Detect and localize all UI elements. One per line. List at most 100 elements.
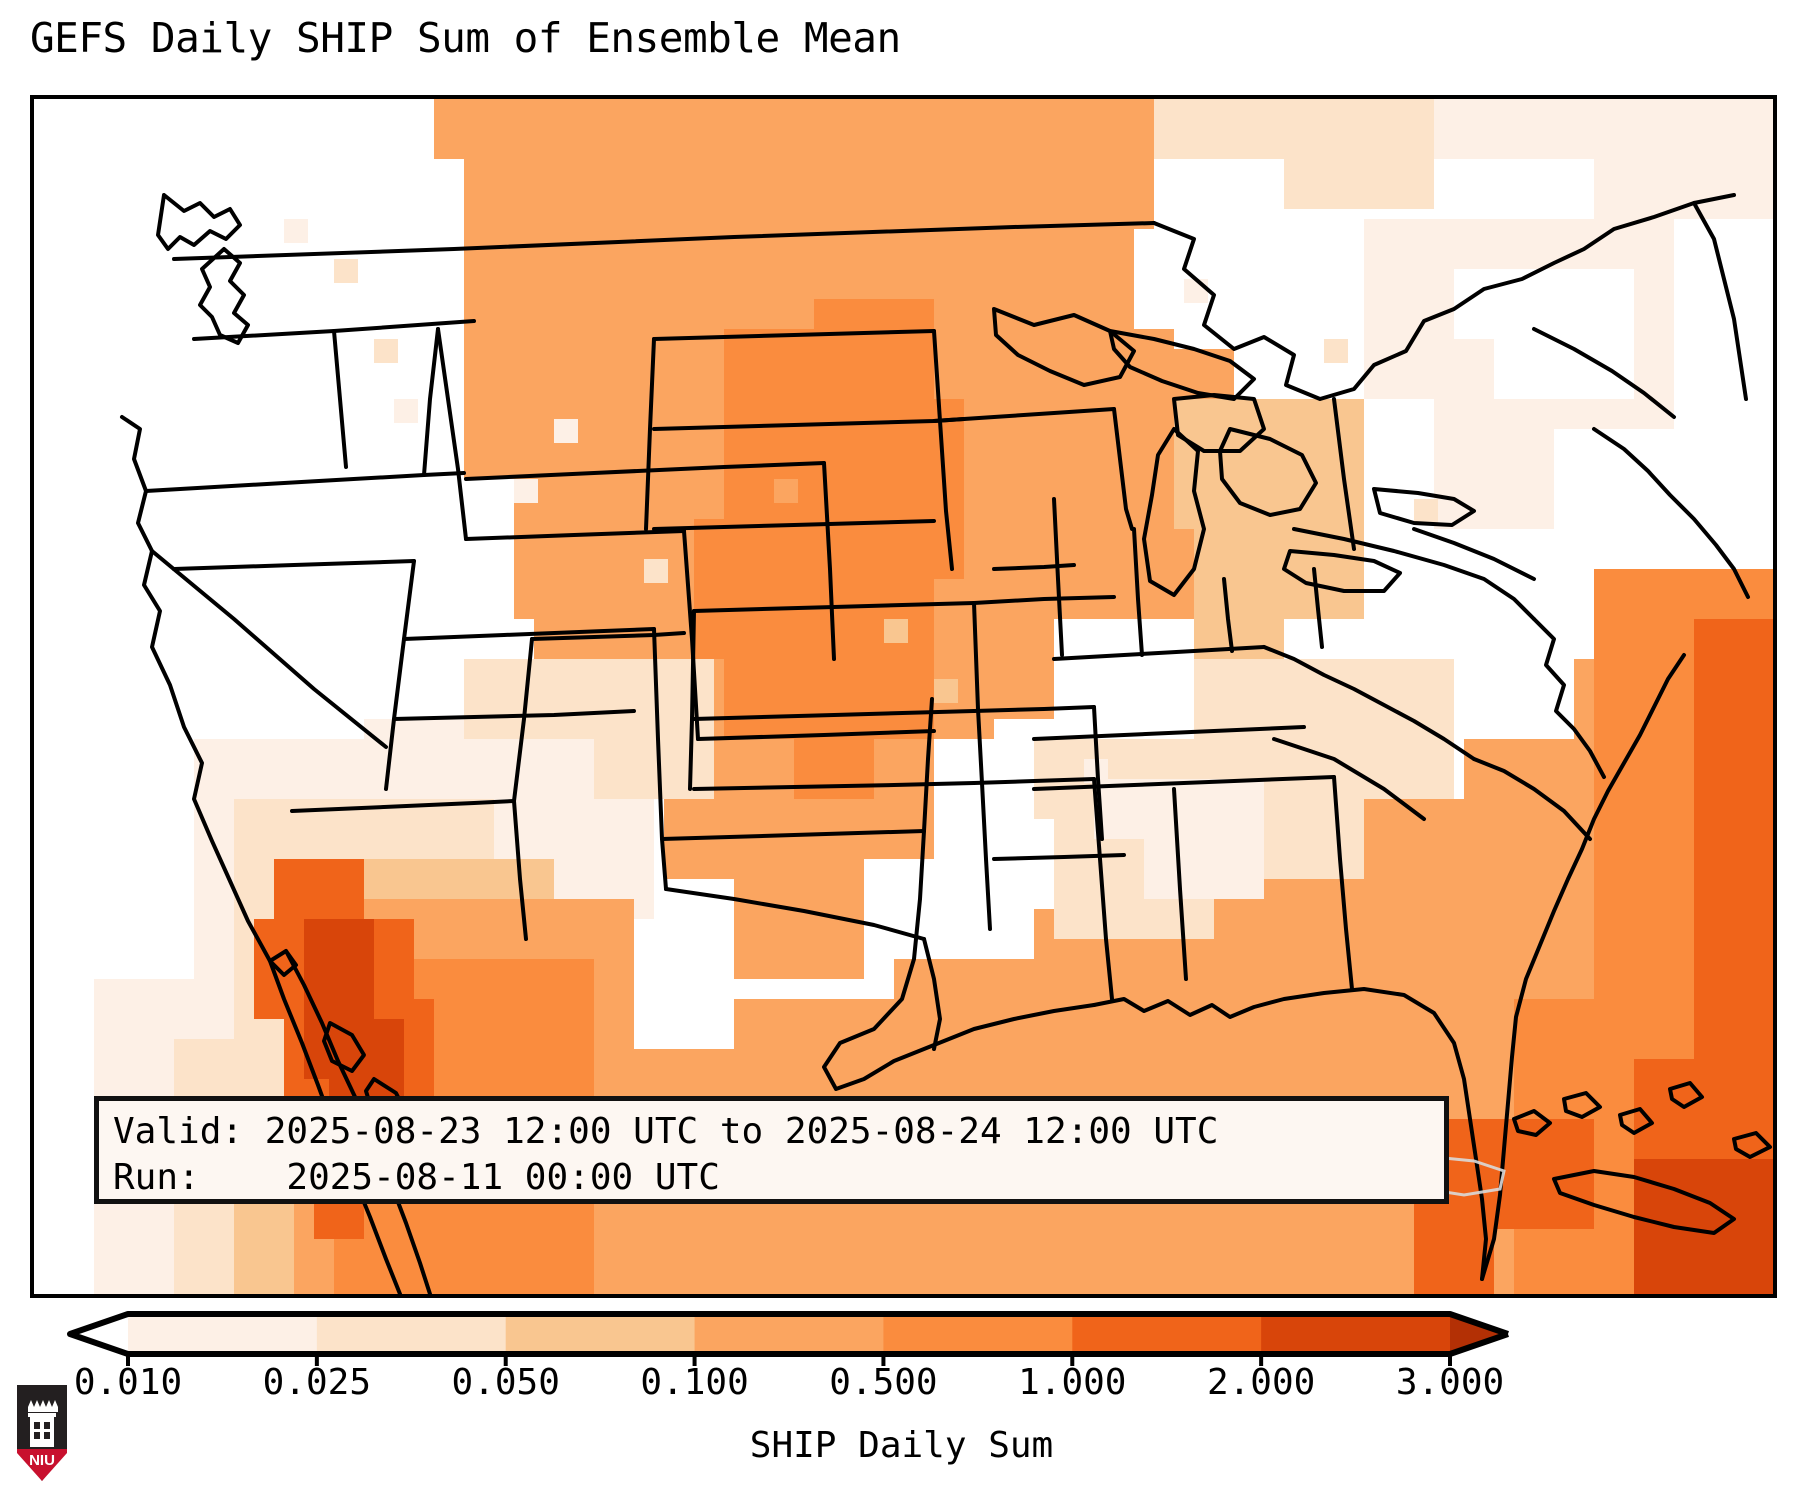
- bahamas-4: [1668, 1081, 1704, 1109]
- border-nv-ca-north: [172, 559, 416, 571]
- border-tn-ms-al-ga: [1032, 775, 1336, 791]
- border-ia-il: [1052, 497, 1064, 657]
- border-ne-ks: [692, 601, 976, 613]
- border-id-wy-ut: [464, 529, 686, 541]
- border-ca-az: [290, 799, 516, 813]
- texas-gulf-coast: [822, 829, 1096, 1091]
- border-ca-nv-diag: [150, 549, 388, 749]
- colorbar-segment: [883, 1314, 1073, 1354]
- border-co-nm: [696, 729, 936, 741]
- border-mexico-tx: [664, 887, 926, 941]
- valid-time-text: Valid: 2025-08-23 12:00 UTC to 2025-08-2…: [113, 1111, 1219, 1152]
- colorbar-ticks: [126, 1354, 1452, 1366]
- border-nv-az: [384, 559, 416, 791]
- border-49th-parallel: [172, 221, 1156, 261]
- map-plot-area: Valid: 2025-08-23 12:00 UTC to 2025-08-2…: [30, 95, 1777, 1298]
- logo-banner-icon: [17, 1449, 67, 1481]
- border-nv-ut-az: [402, 627, 656, 641]
- gulf-of-california: [322, 1021, 366, 1073]
- border-va-nc: [1262, 645, 1476, 761]
- border-ks-ok: [692, 709, 976, 721]
- border-mn-wi: [932, 407, 1116, 423]
- colorbar-tick-label: 0.500: [829, 1362, 938, 1403]
- border-ok-ar: [972, 777, 1096, 785]
- border-al-ga: [1172, 787, 1188, 981]
- colorbar-tick-labels: 0.010 0.025 0.050 0.100 0.500 1.000 2.000 3.000: [0, 1362, 1803, 1412]
- page-title: GEFS Daily SHIP Sum of Ensemble Mean: [30, 14, 901, 62]
- cuba: [1552, 1169, 1736, 1235]
- border-az-se: [512, 799, 528, 941]
- colorbar-tick-label: 0.050: [451, 1362, 560, 1403]
- colorbar-segment: [694, 1314, 885, 1354]
- border-az-ut: [512, 637, 534, 803]
- geography-outlines: [120, 193, 1772, 1294]
- colorbar-segment: [1261, 1314, 1451, 1354]
- logo-windows-icon: [34, 1422, 50, 1439]
- bahamas-1: [1512, 1109, 1552, 1137]
- colorbar-tick-label: 3.000: [1395, 1362, 1505, 1403]
- border-ok-tx: [692, 781, 976, 791]
- border-ut-south: [530, 631, 686, 641]
- rio-grande: [922, 937, 942, 1051]
- border-wy-sd-ne: [822, 461, 836, 661]
- border-az-nm: [652, 627, 668, 891]
- colorbar-axis-label: SHIP Daily Sum: [749, 1425, 1054, 1466]
- outer-banks: [1472, 757, 1592, 841]
- border-nm-tx-south: [660, 829, 926, 841]
- colorbar-segment: [316, 1314, 507, 1354]
- vancouver-island: [156, 193, 242, 251]
- border-oh-wv: [1312, 567, 1324, 649]
- border-or-id: [422, 327, 440, 477]
- colorbar-segment: [1072, 1314, 1262, 1354]
- border-ne-ia: [972, 595, 1116, 605]
- colorbar-segment: [128, 1314, 318, 1354]
- lake-superior-west: [992, 307, 1136, 387]
- colorbar-over-arrow: [1450, 1314, 1508, 1354]
- lake-erie: [1282, 549, 1402, 593]
- border-il-in: [1132, 527, 1144, 657]
- logo-text: NIU: [29, 1452, 55, 1469]
- colorbar-tick-label: 1.000: [1018, 1362, 1127, 1403]
- border-mo-ks-line: [972, 601, 992, 931]
- colorbar-segment: [505, 1314, 696, 1354]
- border-sd-ne: [652, 519, 936, 531]
- lake-ontario: [1372, 487, 1476, 527]
- border-wa-id: [332, 329, 348, 469]
- border-ms-al: [1092, 777, 1114, 1001]
- colorbar-under-arrow: [70, 1314, 128, 1354]
- niu-logo: NIU: [17, 1385, 67, 1481]
- border-nd-mt: [644, 337, 656, 531]
- maine-border: [1532, 327, 1676, 419]
- bahamas-2: [1562, 1091, 1602, 1119]
- chesapeake-delmarva: [1532, 617, 1606, 779]
- border-ar-la: [992, 853, 1126, 861]
- border-mn-ia: [992, 563, 1076, 571]
- border-nc-sc: [1272, 737, 1426, 821]
- bahamas-3: [1618, 1107, 1654, 1135]
- colorbar-svg: [67, 1311, 1509, 1366]
- colorbar-tick-label: 0.025: [262, 1362, 372, 1403]
- atlantic-coastline: [1480, 653, 1686, 1281]
- maine-east: [1692, 201, 1748, 401]
- border-ks-mo: [972, 705, 1096, 713]
- border-or-ca-nv: [144, 471, 466, 493]
- border-ga-sc: [1332, 775, 1354, 991]
- border-id-mt: [436, 327, 468, 541]
- border-wi-mn-river: [1112, 407, 1134, 531]
- colorbar-tick-label: 0.010: [73, 1362, 183, 1403]
- colorbar-tick-label: 2.000: [1206, 1362, 1316, 1403]
- bahamas-5: [1732, 1131, 1772, 1159]
- border-northeast: [1152, 193, 1736, 401]
- border-nd-canada: [652, 329, 936, 341]
- border-ky-tn: [1032, 725, 1306, 741]
- lake-huron: [1218, 427, 1318, 517]
- border-pa-md: [1292, 527, 1536, 621]
- logo-tower-icon: [28, 1400, 58, 1447]
- border-pa-nj: [1412, 527, 1536, 581]
- border-ks-co: [688, 609, 696, 791]
- map-canvas: [34, 99, 1773, 1294]
- border-mo-ar-e: [1092, 705, 1104, 841]
- colorbar-segments: [128, 1314, 1451, 1354]
- channel-island: [268, 949, 298, 977]
- gulf-coast-florida: [1092, 987, 1488, 1281]
